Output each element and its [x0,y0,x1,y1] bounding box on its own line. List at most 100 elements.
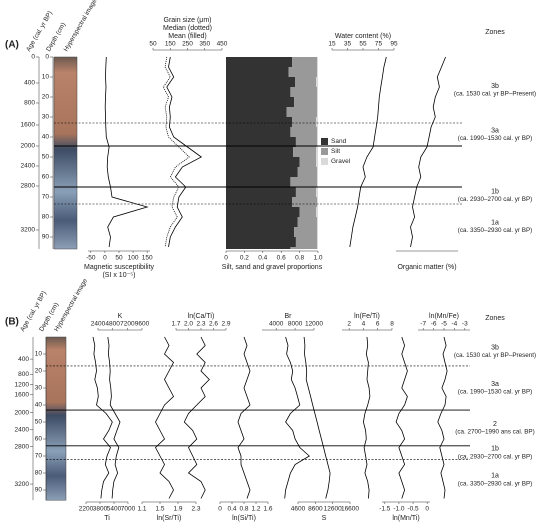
proportion-segment [317,227,318,237]
proportion-segment [226,187,296,197]
proportion-segment [295,237,318,247]
x-tick-label: 0.8 [295,255,304,262]
x-tick-label: 75 [375,41,383,48]
proportion-segment [297,217,318,227]
proportion-segment [294,227,318,237]
x-tick-label: 50 [115,255,123,262]
x-tick-label: 2 [347,321,351,328]
depth-tick-label: 50 [35,419,43,426]
depth-tick-label: 80 [42,214,50,221]
proportion-segment [317,97,318,107]
x-tick-label: 3800 [93,506,108,513]
x-tick-label: -6 [431,321,437,328]
series-name: Median (dotted) [163,25,212,32]
profile-line [437,336,448,499]
track-label: ln(Mn/Ti) [392,515,419,522]
x-tick-label: 1.0 [313,255,322,262]
x-tick-label: -1.0 [393,506,405,513]
proportion-segment [226,237,296,247]
track-label: S [322,515,327,522]
track-label: ln(Sr/Ti) [157,515,182,522]
proportion-segment [317,177,318,187]
zone-name: 3b [491,83,499,90]
proportion-segment [299,157,317,167]
proportion-segment [316,187,318,197]
x-tick-label: 0.6 [277,255,286,262]
depth-tick-label: 40 [42,134,50,141]
x-tick-label: 2.6 [209,321,218,328]
legend-swatch [321,137,328,145]
legend-label: Gravel [331,158,351,165]
zone-range: (ca. 3350–2930 cal. yr BP) [458,227,533,234]
x-tick-label: 0 [224,255,228,262]
profile-line [107,336,121,499]
proportion-segment [288,67,318,77]
panel-label: (B) [5,317,19,328]
proportion-segment [317,57,318,67]
proportion-segment [226,147,294,157]
x-tick-label: 4800 [105,321,120,328]
x-tick-label: 9600 [135,321,150,328]
depth-tick-label: 90 [35,487,43,494]
proportion-segment [295,137,318,147]
track-label: K [118,313,123,320]
proportion-segment [299,207,317,217]
x-tick-label: 450 [217,41,228,48]
age-tick-label: 1600 [15,392,30,399]
profile-line [155,336,174,499]
legend-swatch [321,147,328,155]
legend-label: Sand [331,138,347,145]
proportion-segment [317,87,318,97]
proportion-segment [226,67,289,77]
x-tick-label: 2.3 [191,506,200,513]
x-tick-label: 1.1 [137,506,146,513]
series-name: Mean (filled) [168,33,207,40]
proportion-segment [293,147,317,157]
depth-tick-label: 10 [42,74,50,81]
core-image [45,336,67,501]
profile-line [237,336,251,499]
profile-line [92,336,113,499]
track-label: ln(Fe/Ti) [354,313,380,320]
track-label: ln(Si/Ti) [232,515,256,522]
age-tick-label: 3200 [21,227,36,234]
age-tick-label: 1200 [15,381,30,388]
x-tick-label: 5400 [107,506,122,513]
x-tick-label: 7200 [120,321,135,328]
proportion-segment [226,217,298,227]
axis-header: Hyperspectral image [63,0,99,53]
proportion-segment [290,127,318,137]
depth-tick-label: 90 [42,234,50,241]
proportion-segment [226,97,295,107]
x-tick-label: 4600 [291,506,306,513]
proportion-segment [316,77,318,87]
x-tick-label: 4 [362,321,366,328]
x-tick-label: 95 [390,41,398,48]
x-tick-label: 150 [165,41,176,48]
x-tick-label: 1.2 [251,506,260,513]
track-label: Magnetic susceptibility [84,264,155,271]
age-tick-label: 1600 [21,122,36,129]
zone-name: 3a [491,127,499,134]
age-tick-label: 800 [24,100,35,107]
x-tick-label: 8 [390,321,394,328]
proportion-segment [317,127,318,137]
track-label: Organic matter (%) [397,264,456,271]
proportion-segment [316,157,318,167]
proportion-segment [292,197,318,207]
zone-range: (ca. 1530 cal. yr BP–Present) [454,91,536,98]
profile-line [166,56,203,248]
x-tick-label: -5 [441,321,447,328]
age-tick-label: 2000 [15,409,30,416]
x-tick-label: 8600 [308,506,323,513]
x-tick-label: 2.3 [196,321,205,328]
profile-line [104,56,149,248]
track-label: Br [285,313,293,320]
zone-range: (ca. 1990–1530 cal. yr BP) [458,389,533,396]
proportion-segment [317,107,318,117]
proportion-segment [290,177,318,187]
age-tick-label: 2800 [15,443,30,450]
age-tick-label: 800 [18,371,29,378]
track-label: ln(Ca/Ti) [188,313,215,320]
track-label: ln(Mn/Fe) [429,313,459,320]
